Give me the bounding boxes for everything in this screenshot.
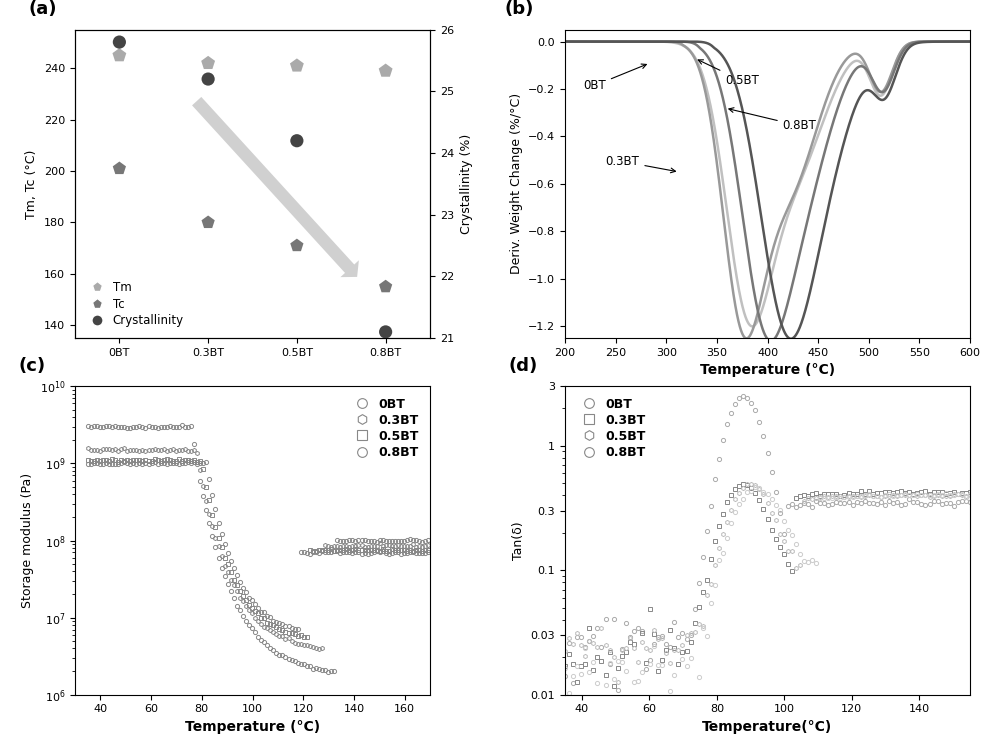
Legend: 0BT, 0.3BT, 0.5BT, 0.8BT: 0BT, 0.3BT, 0.5BT, 0.8BT: [571, 392, 650, 464]
Point: [111, 36, 127, 48]
X-axis label: Temperature(°C): Temperature(°C): [702, 720, 833, 734]
Text: 0.5BT: 0.5BT: [698, 60, 759, 87]
Point: [200, 216, 216, 228]
Text: (a): (a): [29, 0, 57, 19]
Text: 0.8BT: 0.8BT: [729, 108, 817, 132]
Y-axis label: Tm, Tc (°C): Tm, Tc (°C): [25, 149, 38, 218]
Point: [200, 57, 216, 69]
Point: [378, 65, 394, 77]
Point: [200, 73, 216, 85]
Point: [289, 239, 305, 251]
Y-axis label: Storage modulus (Pa): Storage modulus (Pa): [21, 473, 34, 608]
Point: [289, 59, 305, 71]
Point: [111, 50, 127, 62]
X-axis label: Temperature (°C): Temperature (°C): [700, 363, 835, 377]
Point: [378, 326, 394, 338]
Text: (b): (b): [504, 0, 534, 19]
Text: (c): (c): [18, 357, 45, 375]
Point: [289, 134, 305, 146]
Point: [111, 163, 127, 175]
Text: (d): (d): [508, 357, 538, 375]
X-axis label: Temperature (°C): Temperature (°C): [185, 720, 320, 734]
Legend: 0BT, 0.3BT, 0.5BT, 0.8BT: 0BT, 0.3BT, 0.5BT, 0.8BT: [345, 392, 424, 464]
Y-axis label: Crystallinity (%): Crystallinity (%): [460, 134, 473, 234]
Text: 0BT: 0BT: [583, 64, 646, 92]
Point: [378, 281, 394, 293]
Text: 0.3BT: 0.3BT: [606, 155, 675, 173]
Legend: Tm, Tc, Crystallinity: Tm, Tc, Crystallinity: [81, 276, 189, 332]
Y-axis label: Deriv. Weight Change (%/°C): Deriv. Weight Change (%/°C): [510, 94, 523, 274]
Y-axis label: Tan(δ): Tan(δ): [512, 522, 525, 559]
